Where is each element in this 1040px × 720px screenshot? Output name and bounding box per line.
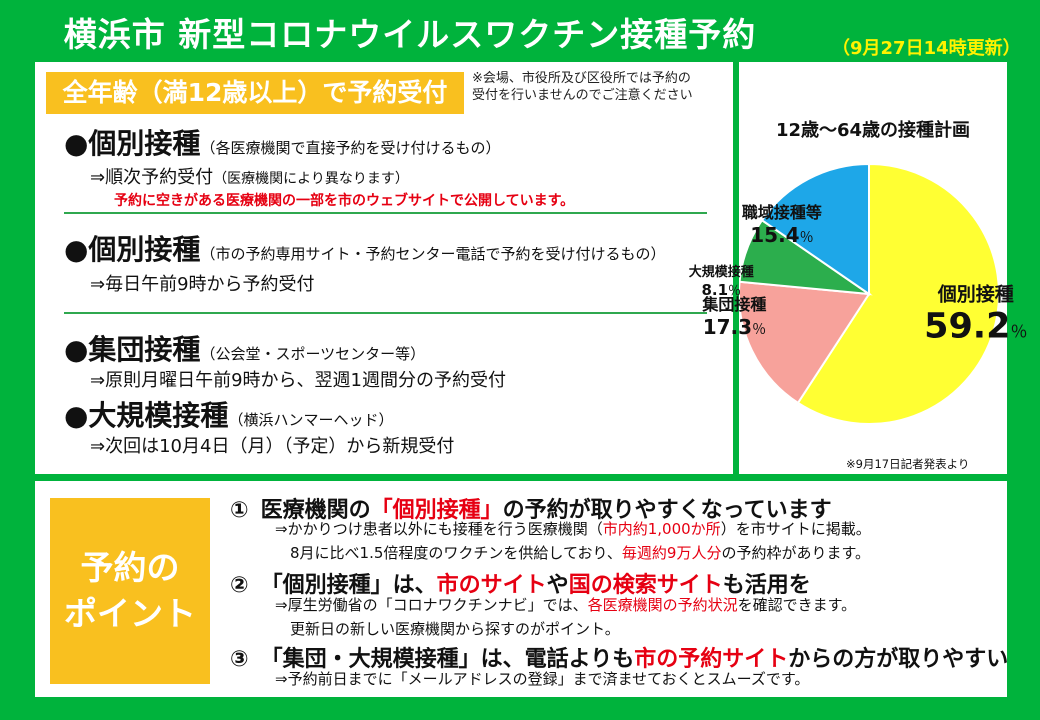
page-title: 横浜市 新型コロナウイルスワクチン接種予約	[63, 15, 757, 54]
reservation-panel	[35, 62, 733, 474]
update-timestamp: （9月27日14時更新）	[832, 38, 1021, 59]
point-detail: ⇒かかりつけ患者以外にも接種を行う医療機関（市内約1,000か所）を市サイトに掲…	[275, 520, 871, 538]
section-detail-note: （医療機関により異なります）	[213, 171, 409, 187]
pie-value-label: 8.1％	[701, 281, 742, 300]
points-heading-line: 予約の	[80, 548, 180, 587]
section-individual-city-title: ●個別接種（市の予約専用サイト・予約センター電話で予約を受け付けるもの）	[64, 228, 665, 268]
age-banner: 全年齢（満12歳以上）で予約受付	[46, 72, 464, 114]
pie-value-label: 17.3％	[702, 315, 767, 339]
chart-title: 12歳～64歳の接種計画	[775, 120, 971, 141]
section-subtitle: （横浜ハンマーヘッド）	[228, 411, 394, 429]
section-group-title: ●集団接種（公会堂・スポーツセンター等）	[64, 328, 425, 368]
pie-label-3: 職域接種等 15.4％	[742, 199, 822, 247]
point-detail: ⇒予約前日までに「メールアドレスの登録」まで済ませておくとスムーズです。	[275, 670, 810, 688]
pie-category-label: 集団接種	[702, 295, 767, 314]
pie-category-label: 大規模接種	[688, 265, 754, 281]
section-subtitle: （市の予約専用サイト・予約センター電話で予約を受け付けるもの）	[200, 245, 666, 263]
pie-slice-0	[796, 162, 1000, 425]
pie-label-0: 個別接種 59.2％	[924, 280, 1027, 347]
divider	[64, 312, 707, 314]
section-title: ●集団接種	[64, 333, 201, 366]
pie-slice-3	[760, 162, 870, 296]
pie-value-label: 15.4％	[750, 223, 814, 248]
section-subtitle: （公会堂・スポーツセンター等）	[200, 345, 426, 363]
section-title: ●大規模接種	[64, 399, 229, 432]
public-availability-note: 予約に空きがある医療機関の一部を市のウェブサイトで公開しています。	[114, 193, 575, 209]
section-largescale-detail: ⇒次回は10月4日（月）（予定）から新規受付	[90, 436, 455, 457]
pie-value-label: 59.2％	[924, 306, 1028, 347]
point-title-1: ① 医療機関の「個別接種」の予約が取りやすくなっています	[230, 498, 832, 523]
point-detail: 8月に比べ1.5倍程度のワクチンを供給しており、毎週約9万人分の予約枠があります…	[290, 544, 870, 562]
venue-note: ※会場、市役所及び区役所では予約の 受付を行いませんのでご注意ください	[472, 70, 693, 104]
pie-chart	[739, 162, 1000, 425]
section-individual-direct-title: ●個別接種（各医療機関で直接予約を受け付けるもの）	[64, 122, 500, 162]
pie-label-2: 大規模接種 8.1％	[689, 261, 754, 299]
section-largescale-title: ●大規模接種（横浜ハンマーヘッド）	[64, 394, 393, 434]
points-heading-line: ポイント	[64, 594, 196, 633]
pie-slice-1	[739, 280, 871, 405]
point-title-3: ③ 「集団・大規模接種」は、電話よりも市の予約サイトからの方が取りやすい	[230, 647, 1009, 672]
venue-note-line: 受付を行いませんのでご注意ください	[472, 88, 693, 103]
pie-category-label: 個別接種	[937, 283, 1014, 306]
section-title: ●個別接種	[64, 127, 201, 160]
section-individual-direct-detail: ⇒順次予約受付（医療機関により異なります）	[90, 163, 409, 189]
venue-note-line: ※会場、市役所及び区役所では予約の	[472, 71, 691, 86]
point-detail: ⇒厚生労働省の「コロナワクチンナビ」では、各医療機関の予約状況を確認できます。	[275, 596, 857, 614]
divider	[64, 212, 707, 214]
points-heading: 予約の ポイント	[50, 498, 210, 684]
chart-source-note: ※9月17日記者発表より	[846, 457, 970, 471]
pie-label-1: 集団接種 17.3％	[702, 291, 766, 339]
section-individual-city-detail: ⇒毎日午前9時から予約受付	[90, 274, 315, 295]
pie-category-label: 職域接種等	[741, 203, 822, 223]
point-detail: 更新日の新しい医療機関から探すのがポイント。	[290, 620, 620, 638]
section-subtitle: （各医療機関で直接予約を受け付けるもの）	[200, 139, 501, 157]
section-detail: ⇒順次予約受付	[90, 167, 214, 188]
section-group-detail: ⇒原則月曜日午前9時から、翌週1週間分の予約受付	[90, 370, 506, 391]
point-title-2: ② 「個別接種」は、市のサイトや国の検索サイトも活用を	[230, 573, 811, 598]
section-title: ●個別接種	[64, 233, 201, 266]
